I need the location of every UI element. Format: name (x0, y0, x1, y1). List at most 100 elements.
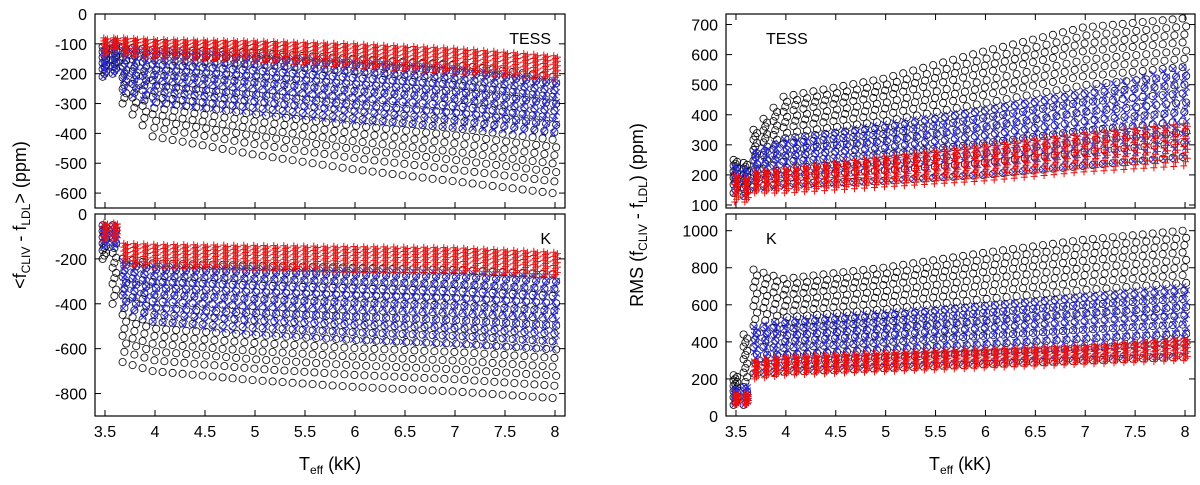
data-point (358, 138, 367, 147)
data-point (950, 89, 959, 98)
data-point (440, 374, 449, 383)
data-point (421, 116, 429, 124)
data-point (260, 37, 268, 45)
data-point (410, 135, 419, 144)
data-point (359, 103, 367, 111)
data-point (282, 135, 291, 144)
data-point (150, 87, 159, 96)
data-point (550, 151, 559, 160)
data-point (230, 337, 239, 346)
data-point (438, 175, 447, 184)
data-point (481, 278, 489, 286)
data-point (359, 291, 367, 299)
data-point (510, 49, 518, 57)
data-point (523, 51, 531, 59)
data-point (350, 370, 359, 379)
data-point (533, 249, 541, 257)
series-x (99, 40, 561, 137)
data-point (232, 353, 241, 362)
data-point (341, 299, 349, 307)
data-point (312, 245, 320, 253)
data-point (398, 385, 407, 394)
data-point (451, 277, 459, 284)
data-point (769, 117, 778, 126)
data-point (421, 302, 429, 309)
data-point (539, 326, 547, 334)
data-point (128, 361, 137, 370)
data-point (301, 297, 309, 305)
data-point (189, 322, 197, 330)
data-point (411, 102, 419, 109)
data-point (130, 103, 139, 112)
data-point (551, 112, 559, 120)
data-point (169, 272, 177, 280)
data-point (290, 145, 299, 154)
data-point (513, 248, 521, 256)
data-point (249, 299, 257, 307)
data-point (392, 149, 401, 158)
data-point (311, 273, 319, 281)
data-point (139, 269, 147, 277)
data-point (500, 378, 509, 387)
data-point (488, 389, 497, 398)
data-point (288, 325, 297, 334)
data-point (479, 342, 487, 349)
data-point (551, 281, 559, 289)
data-point (432, 46, 440, 54)
data-point (431, 316, 439, 324)
data-point (351, 86, 359, 94)
data-point (161, 83, 169, 91)
data-point (191, 270, 199, 277)
data-point (393, 244, 401, 252)
data-point (871, 88, 880, 97)
data-point (511, 109, 519, 117)
data-point (789, 122, 798, 131)
data-point (809, 103, 818, 112)
data-point (388, 354, 397, 363)
data-point (182, 349, 191, 358)
data-point (129, 286, 137, 294)
data-point (369, 119, 377, 126)
data-point (440, 138, 449, 147)
data-point (440, 244, 448, 252)
data-point (260, 365, 269, 374)
data-point (350, 344, 359, 353)
data-point (189, 89, 197, 97)
data-point (399, 82, 407, 90)
data-point (889, 108, 898, 117)
data-point (321, 298, 329, 306)
data-point (141, 308, 149, 316)
data-point (191, 316, 199, 324)
data-point (151, 72, 159, 79)
data-point (841, 92, 850, 101)
data-point (411, 301, 419, 309)
data-point (309, 76, 317, 84)
data-point (309, 333, 317, 341)
data-point (139, 83, 147, 90)
data-point (1022, 67, 1031, 76)
y-tick-label: -200 (55, 252, 87, 269)
data-point (211, 100, 219, 107)
data-point (281, 324, 289, 332)
data-point (359, 319, 367, 326)
data-point (458, 124, 467, 133)
data-point (551, 338, 559, 345)
data-point (440, 115, 449, 124)
data-point (213, 242, 221, 250)
data-point (519, 284, 527, 292)
data-point (532, 320, 541, 329)
data-point (208, 118, 217, 127)
data-point (540, 176, 549, 185)
data-point (179, 306, 187, 314)
data-point (341, 111, 349, 118)
data-point (213, 37, 221, 45)
data-point (460, 117, 469, 126)
data-point (329, 278, 337, 285)
data-point (380, 157, 389, 166)
data-point (383, 296, 391, 304)
data-point (491, 96, 499, 104)
data-point (198, 343, 207, 352)
data-point (531, 100, 539, 107)
data-point (363, 107, 371, 115)
data-point (120, 239, 128, 247)
